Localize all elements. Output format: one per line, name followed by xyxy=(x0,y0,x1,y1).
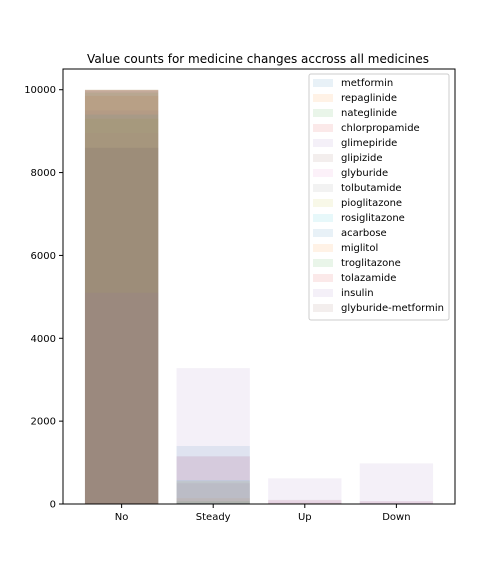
legend-label: glimepiride xyxy=(341,138,397,149)
legend-label: glyburide-metformin xyxy=(341,303,444,314)
legend-label: rosiglitazone xyxy=(341,213,405,224)
bar-metformin-no xyxy=(84,147,159,504)
legend-label: nateglinide xyxy=(341,108,397,119)
bar-troglitazone-no xyxy=(84,89,159,505)
legend: metformin repaglinide nateglinide chlorprop… xyxy=(308,73,450,321)
legend-swatch xyxy=(313,274,333,282)
bar-insulin-down xyxy=(359,463,434,504)
legend-label: repaglinide xyxy=(341,93,397,104)
legend-swatch xyxy=(313,154,333,162)
legend-swatch xyxy=(313,124,333,132)
y-axis: 0 2000 4000 6000 8000 10000 xyxy=(24,85,63,511)
legend-label: glipizide xyxy=(341,153,383,164)
bars xyxy=(84,89,434,505)
bar-insulin-no xyxy=(84,292,159,504)
bar-metformin-steady xyxy=(176,446,250,504)
y-tick-label: 2000 xyxy=(31,417,56,428)
bar-glyburide-no xyxy=(84,133,159,504)
legend-label: pioglitazone xyxy=(341,198,402,209)
bar-nateglinide-steady xyxy=(176,501,250,504)
x-tick-label: No xyxy=(115,512,129,523)
axes-frame xyxy=(62,68,456,505)
legend-swatch xyxy=(313,289,333,297)
bar-glipizide-down xyxy=(359,501,434,504)
legend-swatch xyxy=(313,244,333,252)
bar-rosiglitazone-no xyxy=(84,114,159,505)
y-tick-label: 6000 xyxy=(31,251,56,262)
legend-label: troglitazone xyxy=(341,258,401,269)
legend-label: glyburide xyxy=(341,168,388,179)
legend-swatch xyxy=(313,214,333,222)
bar-nateglinide-no xyxy=(84,92,159,504)
legend-label: insulin xyxy=(341,288,374,299)
bar-glipizide-up xyxy=(268,499,342,504)
y-tick-label: 4000 xyxy=(31,334,56,345)
legend-box xyxy=(308,73,450,321)
bar-glyburide-steady xyxy=(176,456,250,504)
bar-pioglitazone-no xyxy=(84,118,159,504)
bar-rosiglitazone-steady xyxy=(176,479,250,504)
legend-swatch xyxy=(313,94,333,102)
x-axis: No Steady Up Down xyxy=(115,504,411,523)
legend-swatch xyxy=(313,199,333,207)
legend-label: tolbutamide xyxy=(341,183,402,194)
bar-tolbutamide-no xyxy=(84,89,159,504)
bar-insulin-steady xyxy=(176,368,250,504)
y-tick-label: 8000 xyxy=(31,168,56,179)
bar-glimepiride-up xyxy=(268,502,342,504)
legend-label: acarbose xyxy=(341,228,387,239)
legend-label: tolazamide xyxy=(341,273,396,284)
legend-swatch xyxy=(313,109,333,117)
bar-glimepiride-no xyxy=(84,110,159,504)
legend-label: chlorpropamide xyxy=(341,123,420,134)
bar-repaglinide-steady xyxy=(176,498,250,504)
bar-tolazamide-no xyxy=(84,89,159,504)
y-tick-label: 0 xyxy=(50,500,56,511)
legend-swatch xyxy=(313,169,333,177)
x-tick-label: Down xyxy=(382,512,410,523)
legend-label: metformin xyxy=(341,78,393,89)
legend-label: miglitol xyxy=(341,243,378,254)
bar-glipizide-steady xyxy=(176,456,250,504)
legend-swatch xyxy=(313,229,333,237)
bar-chlorpropamide-no xyxy=(84,90,159,504)
legend-swatch xyxy=(313,184,333,192)
bar-glyburide-up xyxy=(268,500,342,504)
bar-glipizide-no xyxy=(84,147,159,504)
bar-repaglinide-no xyxy=(84,95,159,504)
bar-pioglitazone-steady xyxy=(176,481,250,504)
bar-miglitol-no xyxy=(84,89,159,504)
bar-acarbose-no xyxy=(84,90,159,505)
legend-swatch xyxy=(313,139,333,147)
legend-swatch xyxy=(313,259,333,267)
x-tick-label: Steady xyxy=(196,512,231,523)
legend-swatch xyxy=(313,304,333,312)
chart-title: Value counts for medicine changes accros… xyxy=(87,52,429,66)
legend-swatch xyxy=(313,79,333,87)
bar-glimepiride-steady xyxy=(176,483,250,504)
bar-glyburide-metformin-no xyxy=(84,90,159,504)
y-tick-label: 10000 xyxy=(24,85,56,96)
bar-insulin-up xyxy=(268,478,342,504)
x-tick-label: Up xyxy=(298,512,312,523)
bar-glyburide-down xyxy=(359,501,434,504)
